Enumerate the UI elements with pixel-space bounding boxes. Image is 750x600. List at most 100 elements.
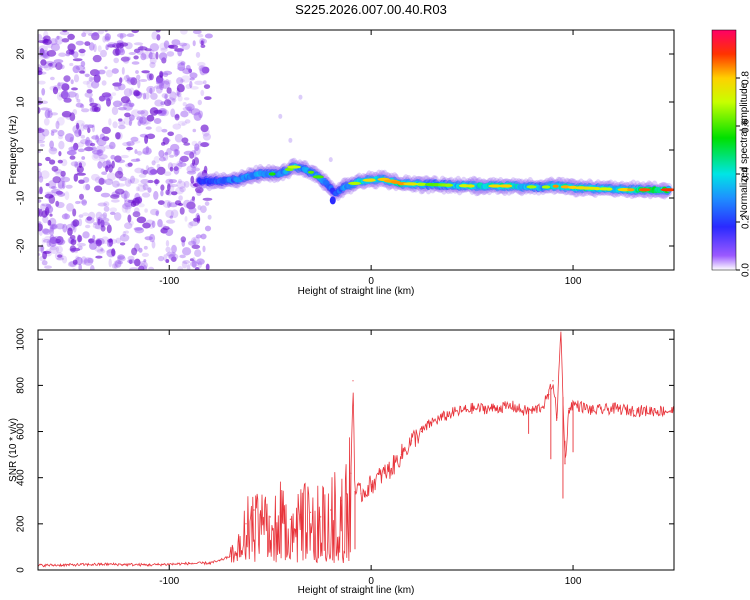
- noise-speck: [98, 154, 108, 160]
- noise-speck: [128, 102, 135, 108]
- snr-point: [245, 523, 247, 525]
- noise-speck: [83, 259, 91, 264]
- noise-speck: [204, 201, 210, 206]
- noise-speck: [66, 116, 76, 121]
- snr-point: [253, 509, 255, 511]
- noise-speck: [186, 165, 197, 173]
- noise-speck: [133, 55, 139, 60]
- noise-speck: [48, 63, 53, 70]
- noise-speck: [298, 94, 303, 100]
- noise-speck: [145, 219, 155, 226]
- noise-speck: [118, 120, 126, 126]
- noise-speck: [124, 189, 128, 199]
- noise-speck: [43, 30, 49, 39]
- noise-speck: [144, 236, 153, 241]
- noise-speck: [184, 119, 191, 124]
- noise-speck: [114, 212, 122, 221]
- noise-speck: [124, 178, 132, 187]
- noise-speck: [114, 41, 119, 46]
- noise-speck: [122, 142, 132, 147]
- noise-speck: [118, 124, 126, 130]
- noise-speck: [134, 258, 141, 267]
- noise-speck: [130, 158, 141, 162]
- noise-speck: [136, 49, 144, 55]
- noise-speck: [194, 249, 202, 257]
- noise-speck: [55, 62, 63, 70]
- noise-speck: [140, 109, 149, 117]
- noise-speck: [127, 259, 136, 264]
- noise-speck: [87, 124, 95, 129]
- signal-core: [526, 185, 537, 189]
- noise-speck: [49, 227, 55, 236]
- noise-speck: [43, 250, 51, 254]
- noise-speck: [133, 227, 143, 231]
- noise-speck: [61, 213, 70, 220]
- noise-speck: [189, 80, 193, 89]
- noise-speck: [91, 173, 100, 181]
- noise-speck: [75, 40, 84, 46]
- noise-speck: [179, 207, 185, 215]
- noise-speck: [96, 248, 106, 254]
- noise-speck: [198, 65, 206, 72]
- noise-speck: [199, 67, 206, 76]
- noise-speck: [204, 96, 212, 100]
- noise-speck: [188, 206, 197, 214]
- noise-speck: [195, 234, 202, 239]
- noise-speck: [72, 65, 80, 74]
- snr-point: [653, 410, 655, 412]
- noise-speck: [101, 136, 110, 142]
- noise-speck: [155, 126, 163, 133]
- noise-speck: [134, 149, 138, 155]
- noise-speck: [147, 179, 154, 184]
- noise-speck: [111, 199, 120, 203]
- noise-speck: [53, 192, 59, 197]
- noise-speck: [76, 242, 86, 247]
- noise-speck: [42, 228, 50, 234]
- noise-speck: [85, 224, 91, 229]
- noise-speck: [192, 128, 197, 133]
- noise-speck: [61, 255, 68, 264]
- noise-speck: [117, 107, 127, 111]
- noise-speck: [147, 187, 152, 193]
- noise-speck: [125, 163, 132, 168]
- noise-speck: [157, 200, 165, 206]
- noise-speck: [70, 146, 78, 151]
- noise-speck: [138, 173, 147, 178]
- noise-speck: [182, 260, 191, 264]
- noise-speck: [77, 235, 83, 243]
- noise-speck: [163, 40, 170, 49]
- colorbar-tick-label: 0.0: [740, 263, 750, 277]
- noise-speck: [93, 106, 101, 113]
- noise-speck: [111, 248, 116, 257]
- y-tick-label: -10: [16, 190, 27, 205]
- noise-speck: [41, 210, 48, 218]
- noise-speck: [169, 91, 177, 101]
- noise-speck: [94, 71, 99, 76]
- noise-speck: [96, 137, 107, 147]
- noise-speck: [190, 175, 195, 184]
- noise-speck: [92, 223, 102, 229]
- noise-speck: [43, 118, 50, 126]
- noise-speck: [197, 33, 204, 38]
- noise-speck: [38, 45, 48, 52]
- noise-speck: [204, 225, 212, 232]
- noise-speck: [180, 30, 188, 35]
- signal-core: [560, 185, 571, 189]
- noise-speck: [66, 150, 77, 156]
- noise-speck: [192, 159, 195, 166]
- noise-speck: [124, 112, 131, 118]
- noise-speck: [161, 224, 167, 231]
- snr-point: [229, 555, 231, 557]
- noise-speck: [168, 79, 172, 85]
- noise-speck: [97, 30, 105, 35]
- noise-speck: [153, 179, 160, 185]
- noise-speck: [118, 48, 126, 56]
- noise-speck: [153, 190, 159, 200]
- noise-speck: [72, 58, 83, 62]
- noise-speck: [124, 199, 133, 208]
- noise-speck: [80, 139, 89, 145]
- noise-speck: [81, 32, 87, 37]
- signal-core: [417, 182, 427, 186]
- noise-speck: [93, 222, 99, 226]
